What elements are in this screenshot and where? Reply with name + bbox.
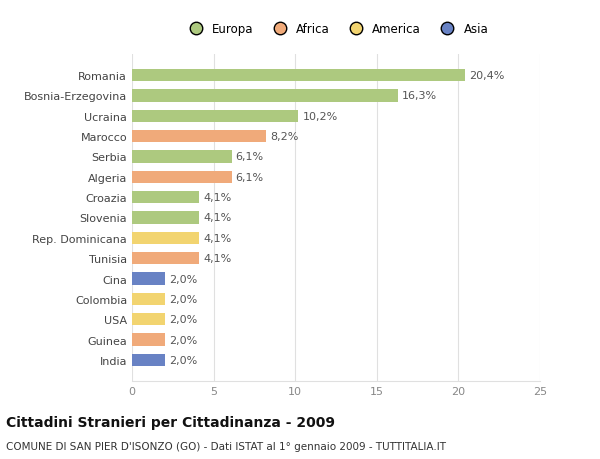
Text: 2,0%: 2,0% xyxy=(169,314,197,325)
Bar xyxy=(132,354,164,366)
Legend: Europa, Africa, America, Asia: Europa, Africa, America, Asia xyxy=(179,19,493,41)
Text: COMUNE DI SAN PIER D'ISONZO (GO) - Dati ISTAT al 1° gennaio 2009 - TUTTITALIA.IT: COMUNE DI SAN PIER D'ISONZO (GO) - Dati … xyxy=(6,441,446,451)
Text: 4,1%: 4,1% xyxy=(203,254,231,263)
Text: 2,0%: 2,0% xyxy=(169,274,197,284)
Bar xyxy=(132,70,465,82)
Text: 8,2%: 8,2% xyxy=(270,132,298,142)
Text: 2,0%: 2,0% xyxy=(169,355,197,365)
Bar xyxy=(132,212,199,224)
Bar xyxy=(132,334,164,346)
Text: 10,2%: 10,2% xyxy=(302,112,338,122)
Bar xyxy=(132,90,398,102)
Text: 4,1%: 4,1% xyxy=(203,193,231,203)
Text: 2,0%: 2,0% xyxy=(169,294,197,304)
Text: Cittadini Stranieri per Cittadinanza - 2009: Cittadini Stranieri per Cittadinanza - 2… xyxy=(6,415,335,429)
Text: 2,0%: 2,0% xyxy=(169,335,197,345)
Bar xyxy=(132,273,164,285)
Text: 6,1%: 6,1% xyxy=(236,173,264,182)
Text: 16,3%: 16,3% xyxy=(402,91,437,101)
Bar xyxy=(132,252,199,265)
Bar xyxy=(132,313,164,325)
Bar xyxy=(132,171,232,184)
Bar xyxy=(132,131,266,143)
Bar xyxy=(132,232,199,244)
Bar xyxy=(132,111,298,123)
Bar xyxy=(132,293,164,305)
Text: 20,4%: 20,4% xyxy=(469,71,505,81)
Bar xyxy=(132,192,199,204)
Bar xyxy=(132,151,232,163)
Text: 4,1%: 4,1% xyxy=(203,233,231,243)
Text: 4,1%: 4,1% xyxy=(203,213,231,223)
Text: 6,1%: 6,1% xyxy=(236,152,264,162)
